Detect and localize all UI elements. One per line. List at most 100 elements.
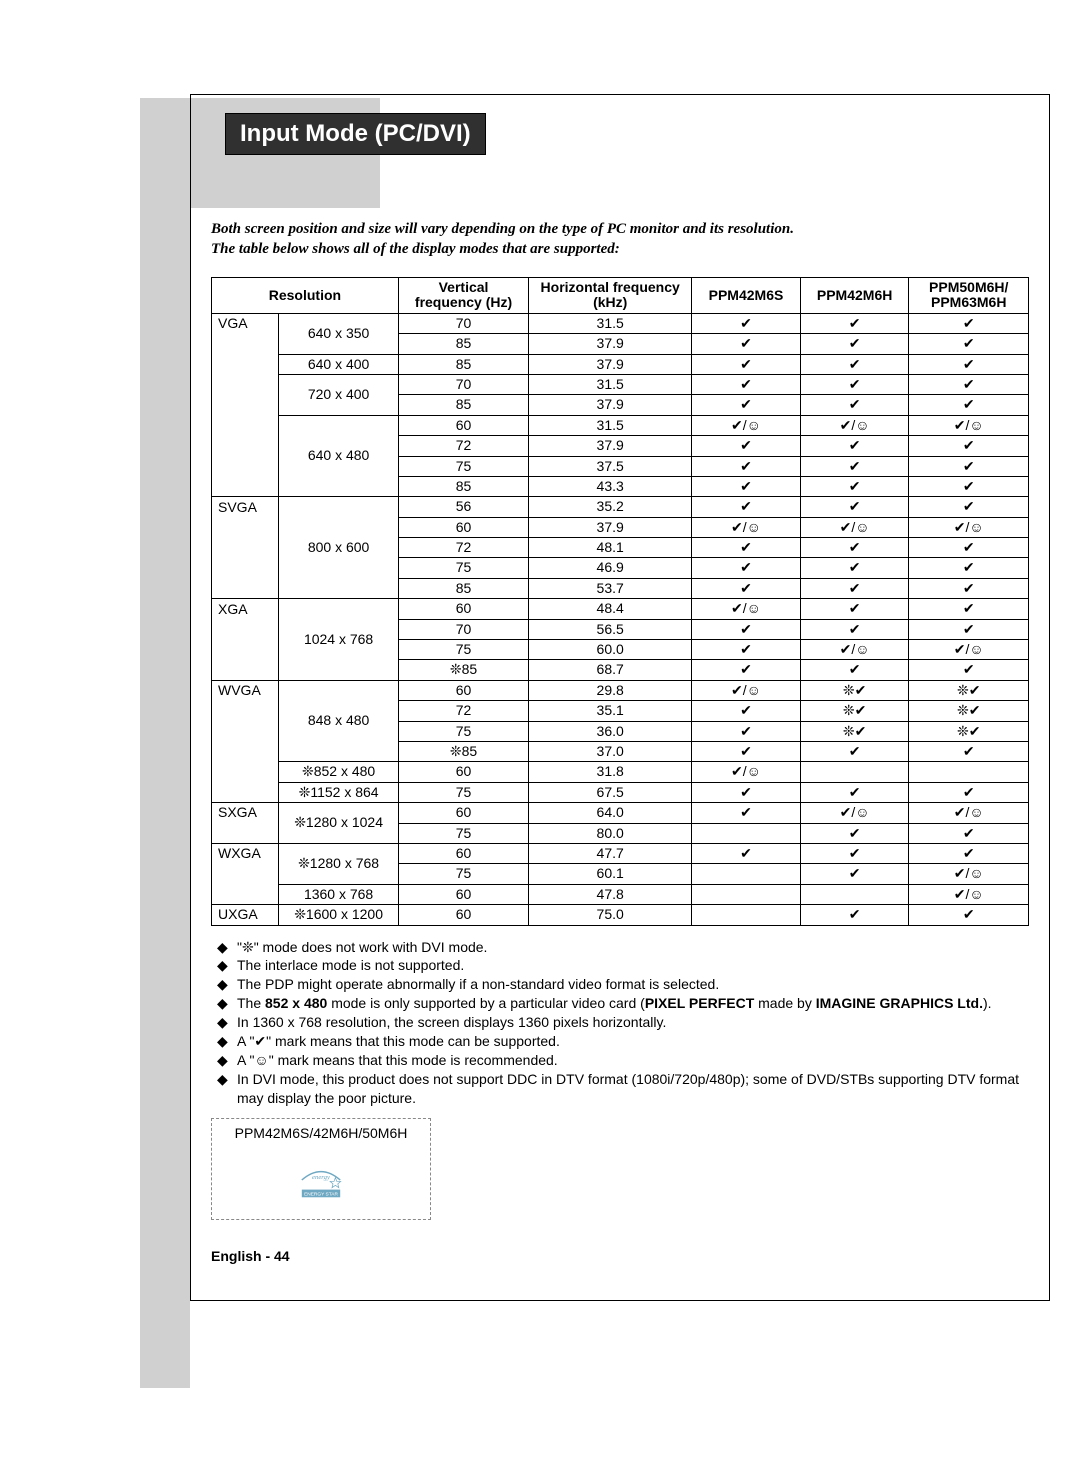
- cell-section: [212, 864, 279, 884]
- cell: 60: [398, 517, 528, 537]
- cell: ✔/☺: [909, 517, 1029, 537]
- cell-section: [212, 619, 279, 639]
- cell: 36.0: [529, 721, 692, 741]
- cell: 53.7: [529, 578, 692, 598]
- cell-section: [212, 701, 279, 721]
- cell: 37.9: [529, 395, 692, 415]
- cell: ✔: [909, 619, 1029, 639]
- cell: 37.0: [529, 741, 692, 761]
- th-model1: PPM42M6S: [692, 278, 801, 314]
- note-item: The PDP might operate abnormally if a no…: [217, 975, 1029, 994]
- cell-resolution: 640 x 350: [279, 313, 399, 354]
- cell-section: [212, 660, 279, 680]
- cell-section: [212, 782, 279, 802]
- cell: ✔: [800, 782, 909, 802]
- cell: ✔/☺: [909, 864, 1029, 884]
- cell: 43.3: [529, 476, 692, 496]
- cell-section: [212, 354, 279, 374]
- cell: 60: [398, 905, 528, 925]
- cell: ✔: [692, 721, 801, 741]
- cell: 37.9: [529, 517, 692, 537]
- cell: ✔: [909, 782, 1029, 802]
- cell: ✔: [909, 823, 1029, 843]
- cell: ✔: [800, 660, 909, 680]
- cell: 31.5: [529, 374, 692, 394]
- cell: ✔: [800, 599, 909, 619]
- cell-section: [212, 476, 279, 496]
- page-footer: English - 44: [211, 1248, 1029, 1264]
- cell: 37.9: [529, 436, 692, 456]
- cell-section: WVGA: [212, 680, 279, 700]
- cell: ✔/☺: [909, 803, 1029, 823]
- cell: 48.4: [529, 599, 692, 619]
- note-item: In DVI mode, this product does not suppo…: [217, 1070, 1029, 1108]
- cell: ✔: [800, 313, 909, 333]
- cell-section: [212, 374, 279, 394]
- decorative-l-vertical: [140, 98, 190, 1388]
- cell: ✔: [800, 456, 909, 476]
- cell: 37.9: [529, 354, 692, 374]
- cell: ✔: [909, 313, 1029, 333]
- energy-star-box: PPM42M6S/42M6H/50M6H energy ENERGY STAR: [211, 1118, 431, 1220]
- cell: 35.2: [529, 497, 692, 517]
- cell: ✔: [909, 599, 1029, 619]
- main-content: Both screen position and size will vary …: [190, 94, 1050, 1301]
- note-item: A "☺" mark means that this mode is recom…: [217, 1051, 1029, 1070]
- cell-section: [212, 517, 279, 537]
- cell: ✔: [909, 843, 1029, 863]
- cell: ✔: [909, 660, 1029, 680]
- cell: 75: [398, 864, 528, 884]
- cell: 48.1: [529, 538, 692, 558]
- cell: 70: [398, 313, 528, 333]
- cell: [692, 864, 801, 884]
- cell: ✔: [692, 558, 801, 578]
- cell: ✔/☺: [692, 762, 801, 782]
- cell: [692, 823, 801, 843]
- cell: 35.1: [529, 701, 692, 721]
- cell: ✔: [909, 741, 1029, 761]
- cell: ❊✔: [800, 680, 909, 700]
- cell: ✔: [800, 578, 909, 598]
- table-row: ❊852 x 4806031.8✔/☺: [212, 762, 1029, 782]
- cell: 75: [398, 640, 528, 660]
- cell: ✔: [692, 374, 801, 394]
- table-row: 720 x 4007031.5✔✔✔: [212, 374, 1029, 394]
- cell: [692, 884, 801, 904]
- cell-resolution: ❊1280 x 1024: [279, 803, 399, 844]
- intro-line-2: The table below shows all of the display…: [211, 241, 620, 257]
- cell-section: [212, 823, 279, 843]
- cell-section: VGA: [212, 313, 279, 333]
- cell-resolution: 848 x 480: [279, 680, 399, 762]
- cell: 46.9: [529, 558, 692, 578]
- cell: 75: [398, 558, 528, 578]
- cell-resolution: ❊1600 x 1200: [279, 905, 399, 925]
- note-item: A "✔" mark means that this mode can be s…: [217, 1032, 1029, 1051]
- svg-text:energy: energy: [312, 1174, 330, 1181]
- cell: ✔: [909, 905, 1029, 925]
- cell: ✔/☺: [909, 884, 1029, 904]
- cell: [909, 762, 1029, 782]
- cell-section: [212, 558, 279, 578]
- cell: 68.7: [529, 660, 692, 680]
- cell: 60: [398, 680, 528, 700]
- cell-resolution: ❊1152 x 864: [279, 782, 399, 802]
- cell: ✔: [692, 538, 801, 558]
- cell: ✔: [692, 843, 801, 863]
- cell-resolution: 1360 x 768: [279, 884, 399, 904]
- cell-resolution: 640 x 480: [279, 415, 399, 497]
- cell-section: [212, 762, 279, 782]
- cell: 29.8: [529, 680, 692, 700]
- cell: 60: [398, 843, 528, 863]
- cell: 85: [398, 395, 528, 415]
- cell: [800, 762, 909, 782]
- cell: ✔: [909, 395, 1029, 415]
- cell: ❊85: [398, 741, 528, 761]
- cell-section: SVGA: [212, 497, 279, 517]
- cell: 75: [398, 456, 528, 476]
- cell: ✔: [800, 334, 909, 354]
- cell: ✔: [692, 640, 801, 660]
- cell-section: [212, 538, 279, 558]
- cell-section: [212, 640, 279, 660]
- cell: 37.9: [529, 334, 692, 354]
- cell: ✔: [800, 864, 909, 884]
